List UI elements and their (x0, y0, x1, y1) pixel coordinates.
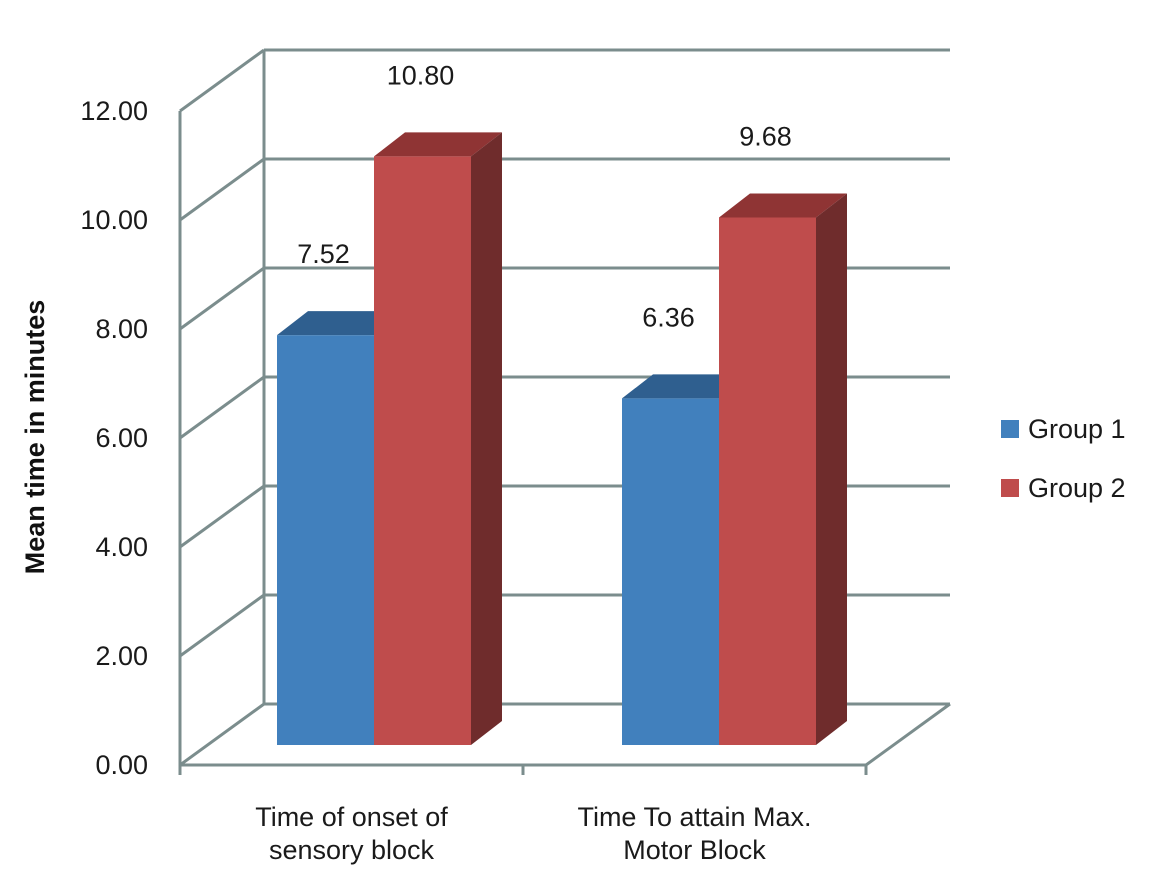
bar-group-2 (719, 217, 816, 745)
side-wall-line (179, 157, 265, 222)
bar-group-1 (622, 398, 719, 745)
legend-label-group-1: Group 1 (1028, 414, 1126, 444)
data-labels: 7.52 10.80 6.36 9.68 (297, 60, 792, 332)
bar-group-1 (277, 335, 374, 745)
bar-group-2 (374, 156, 471, 745)
side-wall-line (179, 702, 265, 767)
y-tick-label: 6.00 (95, 423, 148, 453)
side-wall-line (179, 48, 265, 113)
bar-top (719, 193, 847, 218)
x-tick-label: Time To attain Max. Motor Block (577, 802, 811, 865)
y-axis-title: Mean time in minutes (20, 300, 50, 575)
y-tick-label: 12.00 (80, 96, 148, 126)
legend-label-group-2: Group 2 (1028, 473, 1126, 503)
y-tick-label: 8.00 (95, 314, 148, 344)
side-wall-line (179, 593, 265, 658)
y-tick-label: 10.00 (80, 205, 148, 235)
y-tick-label: 4.00 (95, 532, 148, 562)
bar-top (622, 374, 750, 399)
data-label: 10.80 (387, 60, 455, 90)
floor-right-edge (865, 702, 951, 767)
y-tick-label: 0.00 (95, 750, 148, 780)
data-label: 9.68 (739, 121, 792, 151)
bar-side (471, 132, 502, 745)
x-tick-label: Time of onset of sensory block (255, 802, 448, 865)
axes: 0.00 2.00 4.00 6.00 8.00 10.00 12.00 Time of on… (80, 96, 951, 865)
legend-swatch-group-2 (1001, 479, 1019, 497)
data-label: 6.36 (642, 302, 695, 332)
legend: Group 1 Group 2 (1001, 414, 1126, 503)
bars (277, 132, 847, 745)
legend-swatch-group-1 (1001, 420, 1019, 438)
side-wall-line (179, 484, 265, 549)
side-wall-line (179, 375, 265, 440)
y-tick-label: 2.00 (95, 641, 148, 671)
data-label: 7.52 (297, 239, 350, 269)
bar-top (374, 132, 502, 157)
bar-side (816, 193, 847, 745)
bar-top (277, 311, 405, 336)
side-wall-line (179, 266, 265, 331)
